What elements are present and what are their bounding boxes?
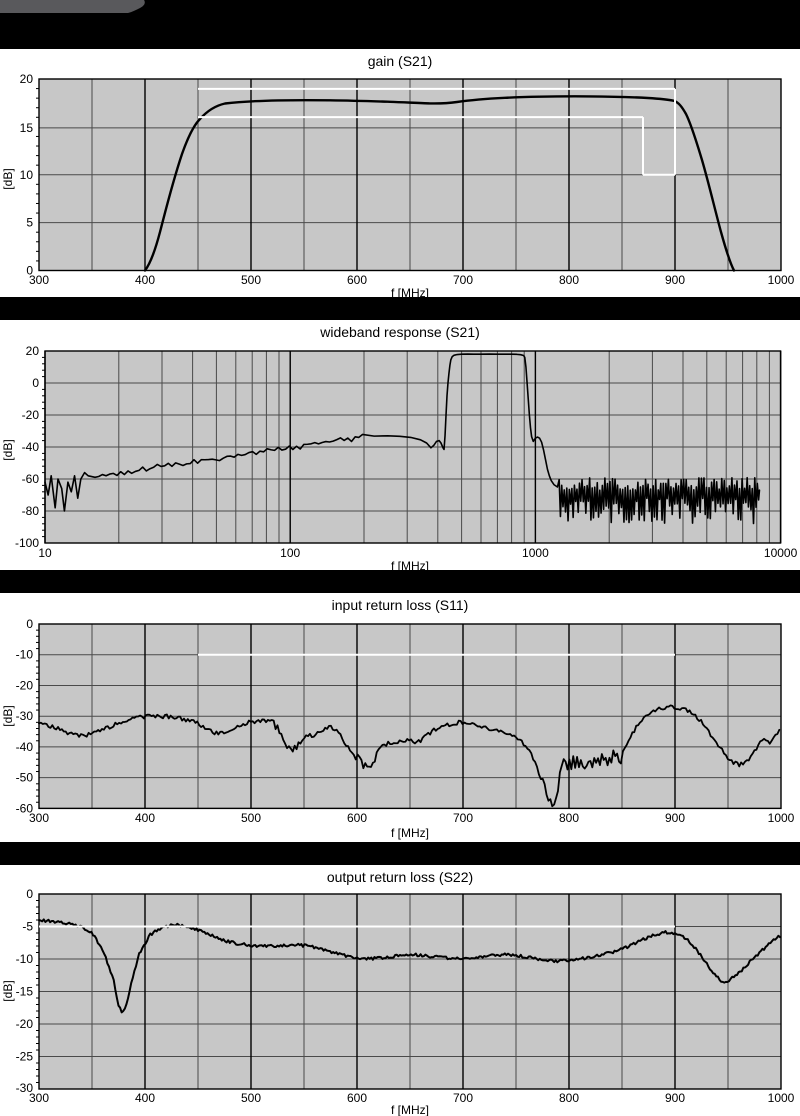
svg-text:100: 100 <box>280 546 300 560</box>
svg-text:300: 300 <box>29 273 49 287</box>
svg-text:1000: 1000 <box>768 811 795 825</box>
svg-text:800: 800 <box>559 273 579 287</box>
svg-text:500: 500 <box>241 273 261 287</box>
svg-text:400: 400 <box>135 1091 155 1105</box>
svg-text:[dB]: [dB] <box>1 439 15 460</box>
svg-text:15: 15 <box>20 121 34 135</box>
svg-text:-30: -30 <box>16 709 34 723</box>
svg-text:f [MHz]: f [MHz] <box>391 286 429 297</box>
svg-text:-10: -10 <box>16 648 34 662</box>
svg-text:-100: -100 <box>15 536 39 550</box>
svg-text:0: 0 <box>26 617 33 631</box>
svg-text:10: 10 <box>38 546 52 560</box>
svg-text:600: 600 <box>347 1091 367 1105</box>
svg-text:600: 600 <box>347 811 367 825</box>
svg-text:-25: -25 <box>16 1050 34 1064</box>
svg-text:[dB]: [dB] <box>1 168 15 189</box>
svg-text:700: 700 <box>453 811 473 825</box>
svg-text:10: 10 <box>20 168 34 182</box>
svg-text:f [MHz]: f [MHz] <box>391 559 429 570</box>
svg-text:[dB]: [dB] <box>1 980 15 1001</box>
svg-text:0: 0 <box>32 376 39 390</box>
svg-text:20: 20 <box>26 344 40 358</box>
svg-text:900: 900 <box>665 811 685 825</box>
svg-text:900: 900 <box>665 273 685 287</box>
svg-text:f [MHz]: f [MHz] <box>391 1103 429 1116</box>
svg-text:[dB]: [dB] <box>1 705 15 726</box>
svg-text:800: 800 <box>559 811 579 825</box>
svg-text:-80: -80 <box>22 504 40 518</box>
svg-text:1000: 1000 <box>768 273 795 287</box>
svg-text:-40: -40 <box>22 440 40 454</box>
svg-text:600: 600 <box>347 273 367 287</box>
svg-text:500: 500 <box>241 1091 261 1105</box>
svg-text:300: 300 <box>29 811 49 825</box>
svg-text:500: 500 <box>241 811 261 825</box>
svg-text:-20: -20 <box>22 408 40 422</box>
svg-text:700: 700 <box>453 1091 473 1105</box>
svg-text:-10: -10 <box>16 952 34 966</box>
svg-text:f [MHz]: f [MHz] <box>391 826 429 840</box>
svg-text:-60: -60 <box>22 472 40 486</box>
svg-text:1000: 1000 <box>768 1091 795 1105</box>
svg-text:5: 5 <box>26 216 33 230</box>
svg-text:0: 0 <box>26 887 33 901</box>
svg-text:1000: 1000 <box>522 546 549 560</box>
svg-text:10000: 10000 <box>764 546 798 560</box>
svg-text:-15: -15 <box>16 985 34 999</box>
svg-text:400: 400 <box>135 811 155 825</box>
svg-text:20: 20 <box>20 72 34 86</box>
svg-text:-5: -5 <box>22 920 33 934</box>
svg-text:700: 700 <box>453 273 473 287</box>
svg-text:-40: -40 <box>16 740 34 754</box>
svg-text:-20: -20 <box>16 678 34 692</box>
svg-text:800: 800 <box>559 1091 579 1105</box>
svg-text:-50: -50 <box>16 771 34 785</box>
svg-text:300: 300 <box>29 1091 49 1105</box>
svg-text:900: 900 <box>665 1091 685 1105</box>
svg-text:-20: -20 <box>16 1017 34 1031</box>
svg-text:400: 400 <box>135 273 155 287</box>
